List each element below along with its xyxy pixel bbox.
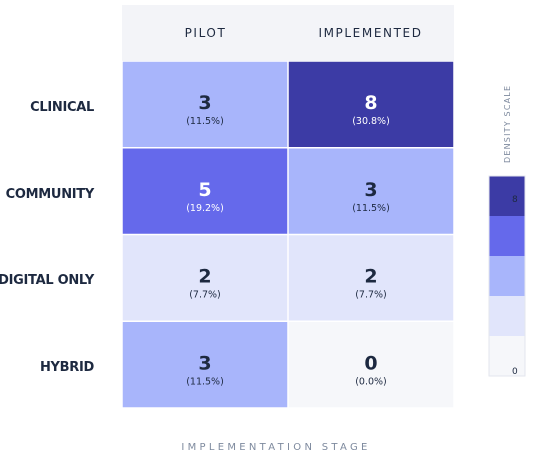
cell-percent-hybrid-implemented: (0.0%) [355, 376, 387, 387]
row-label-clinical: CLINICAL [30, 100, 94, 115]
cell-percent-digital-only-implemented: (7.7%) [355, 290, 387, 301]
row-label-hybrid: HYBRID [40, 360, 95, 375]
cell-clinical-implemented [288, 61, 454, 147]
cell-percent-hybrid-pilot: (11.5%) [186, 376, 224, 387]
cell-community-pilot [122, 148, 288, 234]
row-label-community: COMMUNITY [6, 187, 95, 202]
column-header-implemented: IMPLEMENTED [318, 26, 422, 40]
row-label-digital-only: DIGITAL ONLY [0, 273, 95, 288]
cell-percent-clinical-pilot: (11.5%) [186, 116, 224, 127]
cell-community-implemented [288, 148, 454, 234]
scale-swatch-4 [489, 216, 525, 256]
column-header-pilot: PILOT [185, 26, 227, 40]
x-axis-label: IMPLEMENTATION STAGE [181, 442, 370, 453]
cell-percent-community-pilot: (19.2%) [186, 203, 224, 214]
cell-percent-digital-only-pilot: (7.7%) [189, 290, 221, 301]
cell-digital-only-implemented [288, 235, 454, 321]
cell-clinical-pilot [122, 61, 288, 147]
scale-swatch-5 [489, 176, 525, 216]
cell-hybrid-implemented [288, 322, 454, 408]
scale-frame [488, 175, 526, 377]
cell-hybrid-pilot [122, 322, 288, 408]
scale-max-label: 8 [512, 195, 518, 205]
cell-value-digital-only-pilot: 2 [198, 266, 211, 288]
cell-value-hybrid-pilot: 3 [198, 352, 211, 374]
cell-percent-clinical-implemented: (30.8%) [352, 116, 390, 127]
scale-swatch-2 [489, 296, 525, 336]
cell-value-clinical-pilot: 3 [198, 92, 211, 114]
cell-value-clinical-implemented: 8 [364, 92, 377, 114]
density-scale-title: DENSITY SCALE [503, 85, 512, 163]
density-scale-legend [488, 175, 526, 377]
column-header-band [122, 5, 454, 61]
scale-swatch-3 [489, 256, 525, 296]
cell-value-community-pilot: 5 [198, 179, 211, 201]
cell-value-digital-only-implemented: 2 [364, 266, 377, 288]
scale-swatch-1 [489, 336, 525, 376]
heatmap-cells: 3 (11.5%) 8 (30.8%) 5 (19.2%) 3 (11.5%) 2 (7.7%) 2… [122, 61, 454, 408]
scale-min-label: 0 [512, 367, 518, 377]
cell-value-hybrid-implemented: 0 [364, 352, 377, 374]
cell-value-community-implemented: 3 [364, 179, 377, 201]
cell-digital-only-pilot [122, 235, 288, 321]
cell-percent-community-implemented: (11.5%) [352, 203, 390, 214]
